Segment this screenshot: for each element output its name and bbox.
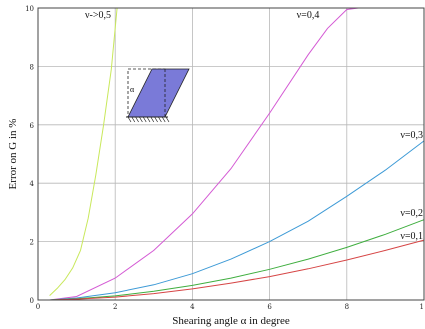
x-tick-label: 1 xyxy=(420,303,424,311)
y-tick-label: 10 xyxy=(25,5,34,13)
hatch-line xyxy=(161,116,166,123)
series-labels: ν->0,5 ν=0,4 ν=0,3 ν=0,2 ν=0,1 xyxy=(85,10,423,242)
series-label: ν=0,1 xyxy=(400,231,423,242)
series-label: ν=0,4 xyxy=(297,10,320,21)
y-tick-label: 0 xyxy=(30,297,34,305)
hatch-line xyxy=(131,116,136,123)
hatch-line xyxy=(146,116,151,123)
inset-alpha-symbol: α xyxy=(130,85,135,94)
hatch-line xyxy=(135,116,139,123)
hatch-line xyxy=(142,116,147,123)
series-line xyxy=(49,7,118,296)
x-tick-label: 6 xyxy=(267,303,272,311)
hatch-line xyxy=(139,116,143,123)
series-label: ν=0,2 xyxy=(400,208,423,219)
x-tick-label: 8 xyxy=(345,303,349,311)
series-line xyxy=(49,7,359,301)
y-tick-label: 6 xyxy=(30,122,35,130)
series-line xyxy=(49,140,425,301)
shear-inset-icon: α xyxy=(126,68,190,123)
x-axis-label: Shearing angle α in degree xyxy=(172,315,290,327)
x-tick-label: 2 xyxy=(113,303,117,311)
hatch-line xyxy=(165,116,170,123)
series-label: ν=0,3 xyxy=(400,130,423,141)
hatch-line xyxy=(127,116,132,123)
hatch-line xyxy=(154,116,158,123)
hatch-line xyxy=(158,116,162,123)
y-axis-label: Error on G in % xyxy=(7,119,19,190)
series-line xyxy=(49,219,425,301)
series-line xyxy=(49,239,425,301)
y-tick-label: 4 xyxy=(30,180,35,188)
plot-frame xyxy=(37,7,425,301)
x-tick-label: 0 xyxy=(36,303,40,311)
series-label: ν->0,5 xyxy=(85,10,111,21)
series-lines xyxy=(49,7,425,301)
inset-sheared-element xyxy=(127,68,190,118)
inset-ground-hatch xyxy=(127,116,170,123)
y-tick-label: 8 xyxy=(30,63,34,71)
hatch-line xyxy=(150,116,155,123)
grid xyxy=(38,8,424,300)
y-tick-label: 2 xyxy=(30,239,34,247)
x-tick-label: 4 xyxy=(190,303,195,311)
